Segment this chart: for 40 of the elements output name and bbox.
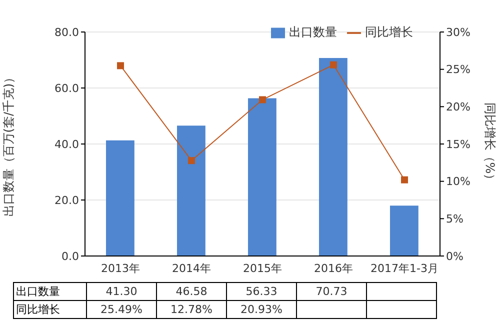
y-axis-title: 出口数量（百万(套/千克)） — [1, 71, 16, 217]
bar — [248, 98, 276, 256]
y2-tick-label: 15% — [446, 138, 470, 151]
bar — [319, 58, 348, 256]
data-label: 12.78% — [156, 300, 226, 318]
y2-tick-label: 20% — [446, 100, 470, 114]
x-tick-label: 2015年 — [243, 262, 282, 275]
data-label: 56.33 — [226, 282, 296, 300]
x-tick-label: 2013年 — [101, 262, 140, 275]
data-label: 41.30 — [86, 282, 156, 300]
point — [401, 176, 408, 184]
text: 同比增长 — [16, 303, 60, 316]
bar — [177, 126, 206, 256]
y2-tick-label: 10% — [446, 175, 470, 188]
y-tick-label: 20.0 — [54, 194, 79, 207]
x-tick-label: 2014年 — [172, 262, 211, 275]
legend-label: 同比增长 — [365, 25, 413, 39]
bar — [390, 206, 418, 256]
point — [259, 96, 266, 104]
point — [188, 157, 195, 164]
y2-tick-label: 30% — [446, 26, 470, 39]
data-label: 25.49% — [86, 300, 156, 318]
y-tick-label: 40.0 — [54, 138, 79, 151]
point — [330, 61, 337, 68]
x-tick-label: 2016年 — [314, 262, 353, 275]
bar — [106, 140, 134, 256]
y2-tick-label: 0% — [446, 250, 464, 263]
data-label: 70.73 — [296, 282, 366, 300]
data-label: 46.58 — [156, 282, 226, 300]
legend-label: 出口数量 — [289, 25, 337, 39]
text: 出口数量 — [16, 285, 60, 298]
y2-tick-label: 5% — [446, 212, 464, 226]
y-tick-label: 60.0 — [54, 82, 79, 95]
y-tick-label: 80.0 — [54, 26, 79, 39]
x-tick-label: 2017年1-3月 — [370, 262, 438, 275]
y2-axis-title: 同比增长（%） — [482, 102, 497, 186]
y2-tick-label: 25% — [446, 63, 470, 76]
point — [117, 62, 124, 70]
y-tick-label: 0.0 — [62, 250, 79, 263]
data-label: 20.93% — [226, 300, 296, 318]
